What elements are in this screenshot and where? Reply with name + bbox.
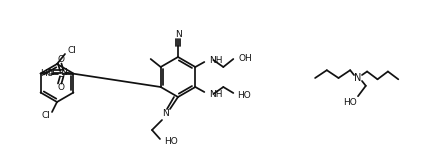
Text: N: N bbox=[162, 110, 168, 119]
Text: HO: HO bbox=[343, 98, 357, 107]
Text: Cl: Cl bbox=[67, 45, 76, 54]
Text: HO: HO bbox=[238, 90, 251, 99]
Text: NH: NH bbox=[209, 55, 223, 65]
Text: O: O bbox=[57, 83, 64, 92]
Text: N: N bbox=[354, 73, 362, 83]
Text: HO: HO bbox=[40, 69, 54, 78]
Text: N: N bbox=[174, 30, 182, 39]
Text: OH: OH bbox=[238, 53, 252, 63]
Text: O: O bbox=[57, 55, 64, 64]
Text: NH: NH bbox=[209, 89, 223, 98]
Text: N: N bbox=[60, 68, 67, 77]
Text: Cl: Cl bbox=[41, 112, 50, 121]
Text: S: S bbox=[59, 69, 64, 79]
Text: HO: HO bbox=[164, 137, 178, 147]
Text: N: N bbox=[47, 68, 54, 77]
